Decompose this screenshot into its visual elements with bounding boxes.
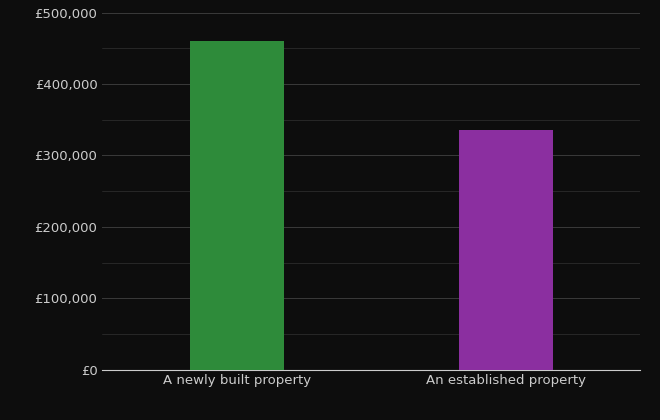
- Bar: [459, 130, 553, 370]
- Bar: [189, 41, 284, 370]
